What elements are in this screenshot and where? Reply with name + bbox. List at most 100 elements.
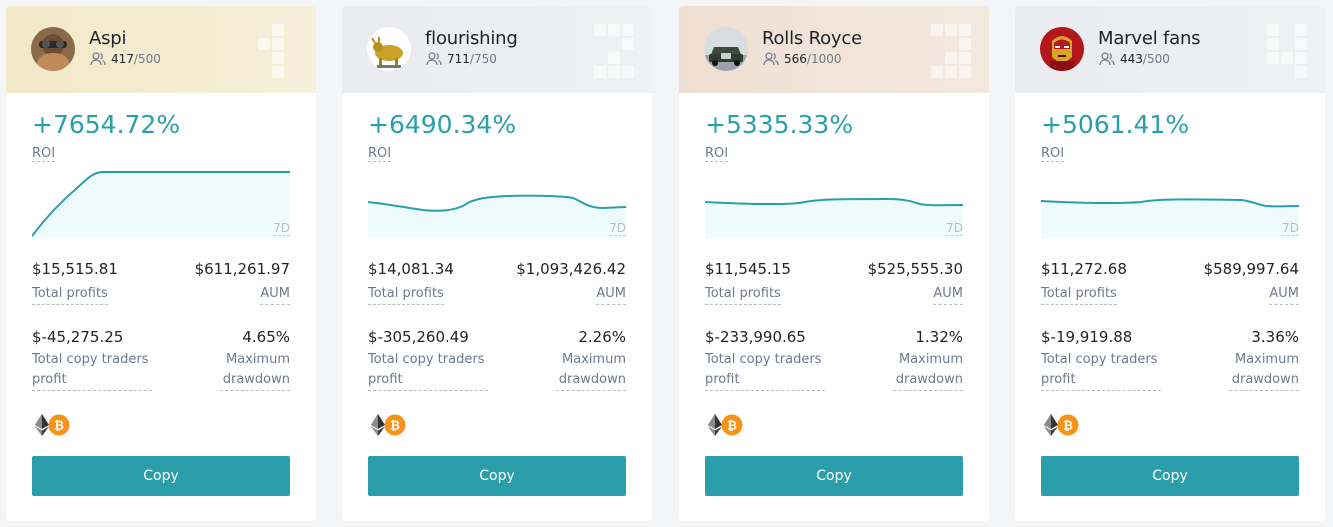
roi-sparkline (1041, 198, 1299, 238)
btc-icon: ₿ (721, 414, 743, 436)
period-label: 7D (609, 221, 626, 236)
aum-label[interactable]: AUM (260, 284, 290, 305)
max-drawdown-label[interactable]: Maximum drawdown (220, 350, 290, 391)
copy-traders-row: $-233,990.65 1.32% (705, 328, 963, 346)
card-header: Rolls Royce 566/1000 (679, 6, 989, 93)
rank-number-4-icon (1267, 24, 1307, 78)
coin-list: ₿ (707, 414, 743, 436)
card-header: Marvel fans 443/500 (1015, 6, 1325, 93)
followers-current: 417 (111, 52, 134, 66)
roi-label[interactable]: ROI (705, 146, 729, 162)
max-drawdown-value: 2.26% (578, 328, 626, 346)
aum-label[interactable]: AUM (596, 284, 626, 305)
roi-sparkline (368, 194, 626, 238)
avatar[interactable] (704, 27, 748, 71)
users-icon (426, 52, 442, 66)
period-label: 7D (946, 221, 963, 236)
followers-count: 443/500 (1099, 52, 1170, 66)
aum-value: $1,093,426.42 (516, 260, 626, 278)
trader-card[interactable]: Aspi 417/500 +7654.72% ROI 7D $15,515.81… (6, 6, 316, 521)
svg-text:₿: ₿ (390, 419, 400, 433)
eth-icon (708, 414, 722, 436)
roi-label[interactable]: ROI (368, 146, 392, 162)
trader-name[interactable]: Rolls Royce (762, 28, 862, 49)
period-label: 7D (273, 221, 290, 236)
profits-labels-row: Total profits AUM (705, 284, 963, 305)
trader-card[interactable]: Marvel fans 443/500 +5061.41% ROI 7D $11… (1015, 6, 1325, 521)
followers-count: 711/750 (426, 52, 497, 66)
followers-count: 566/1000 (763, 52, 842, 66)
eth-icon (35, 414, 49, 436)
trader-card[interactable]: flourishing 711/750 +6490.34% ROI 7D $14… (342, 6, 652, 521)
avatar[interactable] (1040, 27, 1084, 71)
rank-number-2-icon (594, 24, 634, 78)
copy-button[interactable]: Copy (32, 456, 290, 496)
copy-traders-labels-row: Total copy traders profit Maximum drawdo… (32, 350, 290, 391)
roi-label[interactable]: ROI (1041, 146, 1065, 162)
users-icon (90, 52, 106, 66)
copy-traders-profit-label[interactable]: Total copy traders profit (368, 350, 488, 391)
profits-row: $15,515.81 $611,261.97 (32, 260, 290, 278)
avatar[interactable] (367, 27, 411, 71)
users-icon (763, 52, 779, 66)
copy-traders-profit-value: $-19,919.88 (1041, 328, 1133, 346)
aum-label[interactable]: AUM (933, 284, 963, 305)
copy-traders-profit-value: $-45,275.25 (32, 328, 124, 346)
trader-name[interactable]: Marvel fans (1098, 28, 1201, 49)
followers-current: 443 (1120, 52, 1143, 66)
eth-icon (1044, 414, 1058, 436)
coin-list: ₿ (1043, 414, 1079, 436)
roi-sparkline (32, 171, 290, 238)
copy-traders-profit-label[interactable]: Total copy traders profit (705, 350, 825, 391)
total-profits-label[interactable]: Total profits (32, 284, 108, 305)
users-icon (1099, 52, 1115, 66)
eth-icon (371, 414, 385, 436)
roi-label[interactable]: ROI (32, 146, 56, 162)
copy-button[interactable]: Copy (368, 456, 626, 496)
total-profits-value: $14,081.34 (368, 260, 454, 278)
followers-max: /1000 (806, 52, 842, 66)
svg-text:₿: ₿ (54, 419, 64, 433)
copy-button[interactable]: Copy (1041, 456, 1299, 496)
copy-traders-profit-value: $-305,260.49 (368, 328, 469, 346)
max-drawdown-label[interactable]: Maximum drawdown (893, 350, 963, 391)
copy-traders-labels-row: Total copy traders profit Maximum drawdo… (368, 350, 626, 391)
btc-icon: ₿ (384, 414, 406, 436)
roi-sparkline (705, 197, 963, 238)
profits-row: $14,081.34 $1,093,426.42 (368, 260, 626, 278)
copy-traders-profit-value: $-233,990.65 (705, 328, 806, 346)
followers-count: 417/500 (90, 52, 161, 66)
trader-name[interactable]: flourishing (425, 28, 518, 49)
aum-value: $525,555.30 (867, 260, 963, 278)
total-profits-value: $11,545.15 (705, 260, 791, 278)
copy-traders-profit-label[interactable]: Total copy traders profit (1041, 350, 1161, 391)
card-header: flourishing 711/750 (342, 6, 652, 93)
svg-text:₿: ₿ (1063, 419, 1073, 433)
profits-labels-row: Total profits AUM (368, 284, 626, 305)
total-profits-label[interactable]: Total profits (1041, 284, 1117, 305)
roi-value: +5335.33% (705, 110, 854, 139)
profits-labels-row: Total profits AUM (32, 284, 290, 305)
rank-number-3-icon (931, 24, 971, 78)
max-drawdown-value: 3.36% (1251, 328, 1299, 346)
max-drawdown-label[interactable]: Maximum drawdown (556, 350, 626, 391)
aum-label[interactable]: AUM (1269, 284, 1299, 305)
max-drawdown-label[interactable]: Maximum drawdown (1229, 350, 1299, 391)
aum-value: $589,997.64 (1203, 260, 1299, 278)
total-profits-label[interactable]: Total profits (368, 284, 444, 305)
roi-value: +6490.34% (368, 110, 517, 139)
coin-list: ₿ (370, 414, 406, 436)
card-header: Aspi 417/500 (6, 6, 316, 93)
total-profits-label[interactable]: Total profits (705, 284, 781, 305)
copy-button[interactable]: Copy (705, 456, 963, 496)
copy-traders-profit-label[interactable]: Total copy traders profit (32, 350, 152, 391)
trader-name[interactable]: Aspi (89, 28, 127, 49)
followers-max: /500 (133, 52, 161, 66)
trader-card[interactable]: Rolls Royce 566/1000 +5335.33% ROI 7D $1… (679, 6, 989, 521)
copy-traders-row: $-45,275.25 4.65% (32, 328, 290, 346)
avatar[interactable] (31, 27, 75, 71)
period-label: 7D (1282, 221, 1299, 236)
total-profits-value: $11,272.68 (1041, 260, 1127, 278)
copy-traders-labels-row: Total copy traders profit Maximum drawdo… (1041, 350, 1299, 391)
